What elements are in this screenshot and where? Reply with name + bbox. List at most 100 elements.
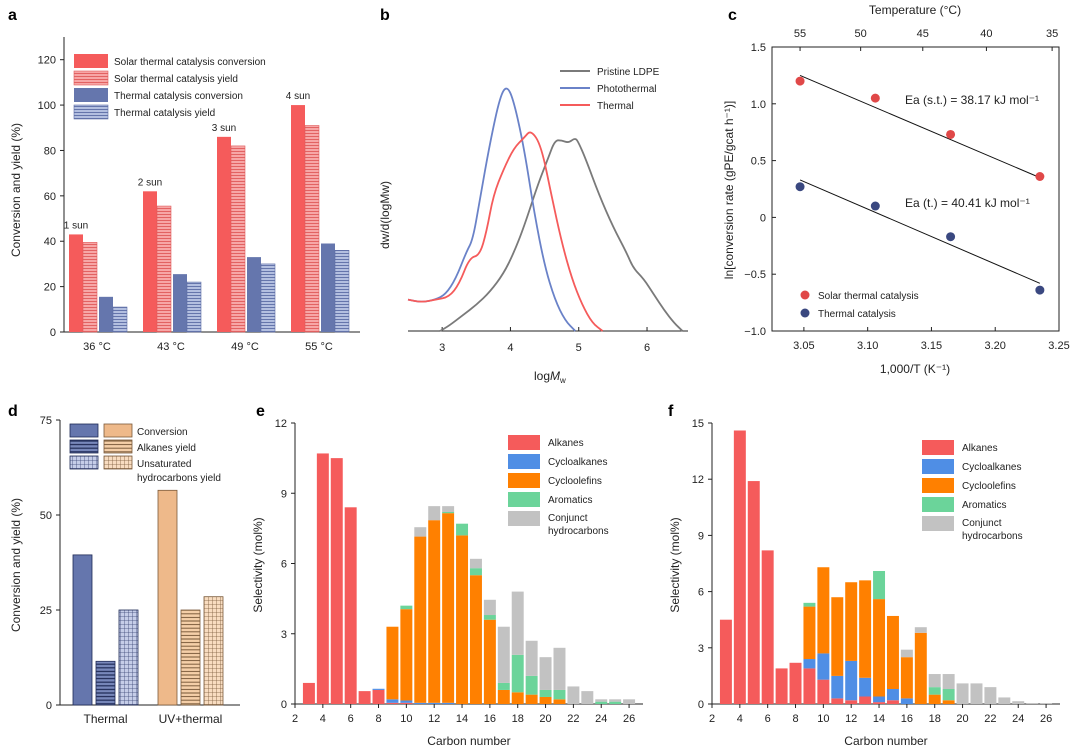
legend-label-thermal-yield: Thermal catalysis yield <box>114 108 215 119</box>
stack-legend-swatch <box>508 492 540 507</box>
stack-bar-segment <box>428 520 441 703</box>
stack-bar-segment <box>914 627 927 633</box>
b-series-line <box>439 138 684 332</box>
stack-legend-label: Alkanes <box>548 438 584 449</box>
panel-b-molecular-weight: 3 4 5 6 dw/d(logMw) logMw Pristine LDPE Pho… <box>378 67 688 385</box>
a-bar <box>291 105 305 332</box>
stack-bar-segment <box>442 511 455 514</box>
stack-bar-segment <box>539 657 552 690</box>
legend-swatch-d-alkanes-blue <box>69 439 99 454</box>
panel-f-ylabel: Selectivity (mol%) <box>668 517 682 612</box>
d-bar <box>118 609 139 706</box>
b-xtick-label: 5 <box>576 342 582 354</box>
d-ytick-label: 25 <box>40 605 52 617</box>
stack-bar-segment <box>414 536 427 703</box>
stack-bar-segment <box>609 699 622 702</box>
stack-bar-segment <box>400 605 413 610</box>
panel-c-annotation-st: Ea (s.t.) = 38.17 kJ mol⁻¹ <box>905 93 1039 107</box>
stack-bar-segment <box>859 677 872 697</box>
a-xtick-label: 43 °C <box>157 341 185 353</box>
panel-letter-c: c <box>728 7 737 24</box>
legend-label-d-alkanes: Alkanes yield <box>137 443 196 454</box>
stack-bar-segment <box>511 591 524 655</box>
a-bar <box>334 250 350 333</box>
stack-bar-segment <box>525 694 538 704</box>
stack-bar-segment <box>942 689 955 701</box>
stack-bar-segment <box>442 513 455 703</box>
stack-bar-segment <box>539 689 552 697</box>
stack-xtick-label: 12 <box>428 713 440 725</box>
a-bar <box>186 281 202 333</box>
stack-legend-swatch <box>508 473 540 488</box>
panel-letter-e: e <box>256 403 265 420</box>
d-xtick-label: Thermal <box>83 712 127 726</box>
stack-legend-swatch <box>508 454 540 469</box>
c-ytick-label: −0.5 <box>744 269 766 281</box>
stack-legend-label: Conjunct <box>548 513 588 524</box>
stack-bar-segment <box>831 675 844 699</box>
stack-legend-label: Cycloalkanes <box>548 457 607 468</box>
b-xtick-label: 3 <box>439 342 445 354</box>
stack-ytick-label: 3 <box>281 629 287 641</box>
stack-bar-segment <box>733 430 746 704</box>
a-xtick-label: 55 °C <box>305 341 333 353</box>
legend-label-d-unsat-line2: hydrocarbons yield <box>137 473 221 484</box>
stack-bar-segment <box>928 687 941 695</box>
a-bar <box>143 191 157 332</box>
c-xtick-label: 3.15 <box>921 340 942 352</box>
stack-bar-segment <box>719 619 732 704</box>
stack-bar-segment <box>386 699 399 703</box>
stack-bar-segment <box>386 626 399 700</box>
a-sun-annotation: 4 sun <box>286 91 310 102</box>
legend-swatch-d-unsat-blue <box>69 455 99 470</box>
stack-xtick-label: 24 <box>595 713 607 725</box>
stack-xtick-label: 6 <box>765 713 771 725</box>
stack-bar-segment <box>761 550 774 704</box>
panel-d-legend: Conversion Alkanes yield Unsaturated hyd… <box>69 423 221 484</box>
a-xtick-label: 49 °C <box>231 341 259 353</box>
d-xtick-label: UV+thermal <box>159 712 223 726</box>
b-xtick-label: 4 <box>507 342 513 354</box>
stack-bar-segment <box>1040 703 1053 704</box>
stack-ytick-label: 0 <box>281 699 287 711</box>
legend-swatch-d-alkanes-tan <box>103 439 133 454</box>
c-xtick-label: 3.10 <box>857 340 878 352</box>
stack-bar-segment <box>344 507 357 704</box>
b-xtick-label: 6 <box>644 342 650 354</box>
stack-xtick-label: 16 <box>901 713 913 725</box>
stack-bar-segment <box>553 699 566 704</box>
stack-legend-label-cont: hydrocarbons <box>548 526 609 537</box>
stack-bar-segment <box>483 615 496 620</box>
d-bar <box>157 489 178 706</box>
stack-bar-segment <box>414 702 427 704</box>
a-ytick-label: 100 <box>38 100 56 112</box>
c-data-point <box>795 76 805 86</box>
stack-ytick-label: 0 <box>698 699 704 711</box>
panel-c-top-axis-label: Temperature (°C) <box>869 3 961 17</box>
stack-bar-segment <box>886 689 899 701</box>
stack-bar-segment <box>886 615 899 690</box>
a-bar <box>217 136 231 332</box>
stack-bar-segment <box>595 699 608 702</box>
stack-legend-swatch <box>922 459 954 474</box>
stack-bar-segment <box>497 682 510 690</box>
legend-dot-thermal <box>800 308 810 318</box>
stack-legend-label: Cycloolefins <box>962 481 1016 492</box>
stack-bar-segment <box>525 640 538 676</box>
legend-dot-solar <box>800 290 810 300</box>
d-bar <box>203 596 224 706</box>
stack-bar-segment <box>386 702 399 704</box>
legend-label-thermal-conversion: Thermal catalysis conversion <box>114 91 243 102</box>
stack-bar-segment <box>817 679 830 704</box>
c-toptick-label: 45 <box>917 28 929 40</box>
c-data-point <box>870 93 880 103</box>
panel-e-legend: Alkanes Cycloalkanes Cycloolefins Aromatics… <box>508 435 609 537</box>
stack-bar-segment <box>372 688 385 690</box>
c-xtick-label: 3.25 <box>1048 340 1069 352</box>
stack-bar-segment <box>803 602 816 607</box>
panel-b-legend: Pristine LDPE Photothermal Thermal <box>560 67 660 112</box>
stack-ytick-label: 15 <box>692 418 704 430</box>
stack-bar-segment <box>831 698 844 704</box>
stack-xtick-label: 22 <box>984 713 996 725</box>
c-ytick-label: −1.0 <box>744 326 766 338</box>
